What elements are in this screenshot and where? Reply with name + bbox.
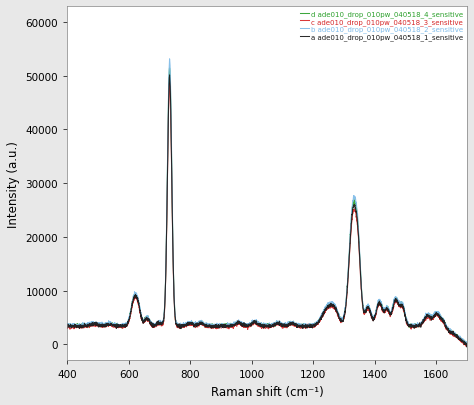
b ade010_drop_010pw_040518_2_sensitive <box>464 341 470 346</box>
b ade010_drop_010pw_040518_2_sensitive <box>167 57 173 62</box>
d ade010_drop_010pw_040518_4_sensitive <box>463 343 469 347</box>
d ade010_drop_010pw_040518_4_sensitive <box>167 66 173 71</box>
a ade010_drop_010pw_040518_1_sensitive <box>235 318 241 323</box>
b ade010_drop_010pw_040518_2_sensitive <box>110 324 116 328</box>
b ade010_drop_010pw_040518_2_sensitive <box>64 324 70 329</box>
b ade010_drop_010pw_040518_2_sensitive <box>235 320 241 324</box>
a ade010_drop_010pw_040518_1_sensitive <box>464 343 470 348</box>
Line: b ade010_drop_010pw_040518_2_sensitive: b ade010_drop_010pw_040518_2_sensitive <box>67 60 467 344</box>
c ade010_drop_010pw_040518_3_sensitive <box>463 344 469 349</box>
b ade010_drop_010pw_040518_2_sensitive <box>134 293 139 298</box>
b ade010_drop_010pw_040518_2_sensitive <box>218 322 223 327</box>
X-axis label: Raman shift (cm⁻¹): Raman shift (cm⁻¹) <box>211 385 323 398</box>
d ade010_drop_010pw_040518_4_sensitive <box>110 322 116 327</box>
d ade010_drop_010pw_040518_4_sensitive <box>456 335 462 340</box>
c ade010_drop_010pw_040518_3_sensitive <box>218 323 223 328</box>
Line: a ade010_drop_010pw_040518_1_sensitive: a ade010_drop_010pw_040518_1_sensitive <box>67 76 467 347</box>
c ade010_drop_010pw_040518_3_sensitive <box>134 296 139 301</box>
d ade010_drop_010pw_040518_4_sensitive <box>218 324 223 328</box>
a ade010_drop_010pw_040518_1_sensitive <box>110 323 116 328</box>
a ade010_drop_010pw_040518_1_sensitive <box>218 322 223 327</box>
b ade010_drop_010pw_040518_2_sensitive <box>413 324 419 329</box>
d ade010_drop_010pw_040518_4_sensitive <box>134 293 139 298</box>
b ade010_drop_010pw_040518_2_sensitive <box>464 342 469 347</box>
d ade010_drop_010pw_040518_4_sensitive <box>235 321 241 326</box>
a ade010_drop_010pw_040518_1_sensitive <box>64 324 70 329</box>
d ade010_drop_010pw_040518_4_sensitive <box>464 341 470 346</box>
c ade010_drop_010pw_040518_3_sensitive <box>64 324 70 328</box>
b ade010_drop_010pw_040518_2_sensitive <box>456 335 462 340</box>
Legend: d ade010_drop_010pw_040518_4_sensitive, c ade010_drop_010pw_040518_3_sensitive, : d ade010_drop_010pw_040518_4_sensitive, … <box>298 9 465 44</box>
a ade010_drop_010pw_040518_1_sensitive <box>464 345 470 350</box>
a ade010_drop_010pw_040518_1_sensitive <box>456 336 462 341</box>
c ade010_drop_010pw_040518_3_sensitive <box>413 324 419 328</box>
d ade010_drop_010pw_040518_4_sensitive <box>413 324 419 328</box>
c ade010_drop_010pw_040518_3_sensitive <box>464 343 470 347</box>
a ade010_drop_010pw_040518_1_sensitive <box>167 73 173 78</box>
c ade010_drop_010pw_040518_3_sensitive <box>110 323 116 328</box>
a ade010_drop_010pw_040518_1_sensitive <box>134 294 139 298</box>
d ade010_drop_010pw_040518_4_sensitive <box>64 322 70 327</box>
c ade010_drop_010pw_040518_3_sensitive <box>456 336 462 341</box>
c ade010_drop_010pw_040518_3_sensitive <box>235 322 241 327</box>
Line: c ade010_drop_010pw_040518_3_sensitive: c ade010_drop_010pw_040518_3_sensitive <box>67 84 467 346</box>
c ade010_drop_010pw_040518_3_sensitive <box>167 82 173 87</box>
Line: d ade010_drop_010pw_040518_4_sensitive: d ade010_drop_010pw_040518_4_sensitive <box>67 69 467 345</box>
Y-axis label: Intensity (a.u.): Intensity (a.u.) <box>7 141 20 227</box>
a ade010_drop_010pw_040518_1_sensitive <box>413 324 419 328</box>
